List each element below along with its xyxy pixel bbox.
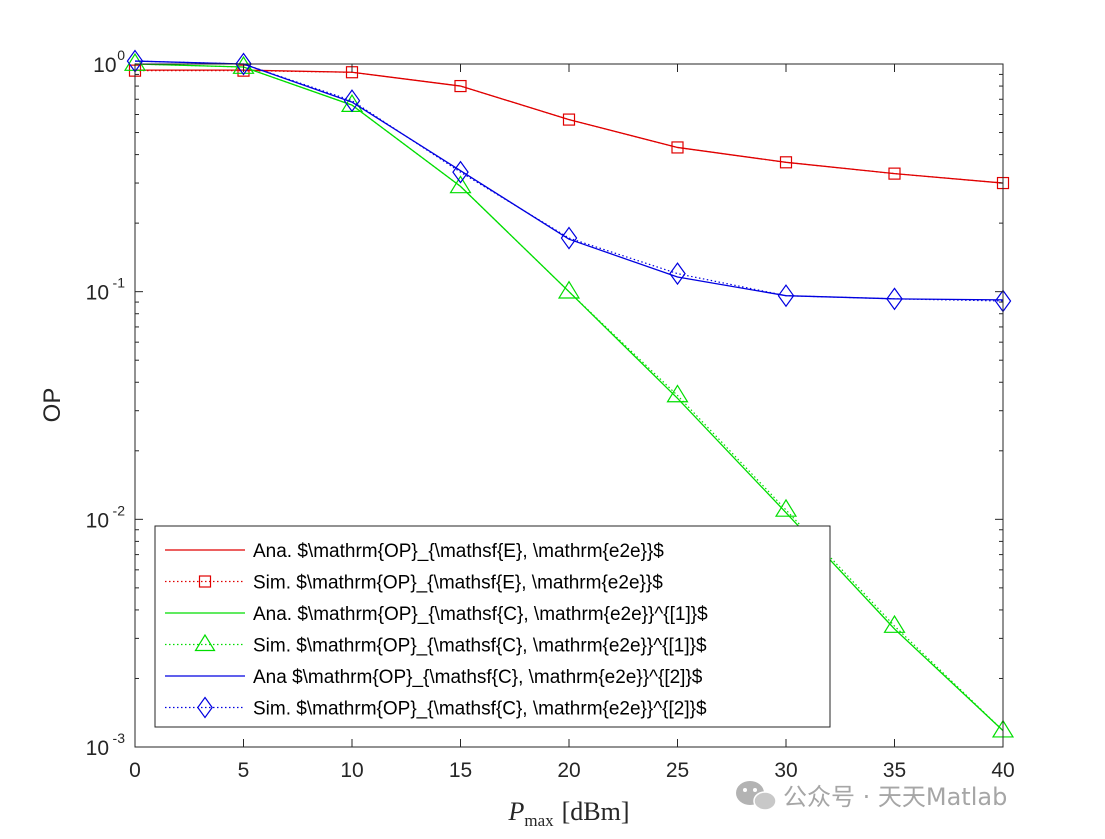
x-tick-label: 15 xyxy=(449,759,472,782)
legend-label: Ana. $\mathrm{OP}_{\mathsf{C}, \mathrm{e… xyxy=(253,604,708,625)
x-tick-label: 30 xyxy=(774,759,797,782)
x-axis-title-unit: [dBm] xyxy=(562,797,630,826)
legend-entry: Sim. $\mathrm{OP}_{\mathsf{E}, \mathrm{e… xyxy=(165,573,663,594)
legend-items: Ana. $\mathrm{OP}_{\mathsf{E}, \mathrm{e… xyxy=(165,541,708,720)
data-point-marker xyxy=(671,141,684,154)
y-tick-exponent: 0 xyxy=(117,47,125,63)
legend-box xyxy=(154,525,831,728)
y-tick-exponent: -1 xyxy=(113,275,126,291)
x-tick-label: 40 xyxy=(991,759,1014,782)
series-line xyxy=(134,60,1004,302)
series-line xyxy=(134,63,1004,732)
plot-frame xyxy=(134,63,1004,748)
data-point-marker xyxy=(777,284,795,308)
data-point-marker xyxy=(666,384,689,403)
data-point-marker xyxy=(562,113,576,126)
data-point-marker xyxy=(886,287,903,311)
data-point-marker xyxy=(779,156,793,169)
x-axis-title-symbol: P xyxy=(507,797,524,826)
y-tick-label-base: 10 xyxy=(86,282,109,305)
x-tick-label: 25 xyxy=(666,759,689,782)
series-3 xyxy=(134,63,1004,732)
data-point-marker xyxy=(343,89,361,113)
legend-label: Ana $\mathrm{OP}_{\mathsf{C}, \mathrm{e2… xyxy=(253,667,703,688)
legend-entry: Sim. $\mathrm{OP}_{\mathsf{C}, \mathrm{e… xyxy=(165,696,707,720)
x-tick-label: 0 xyxy=(129,759,141,782)
y-tick-label-base: 10 xyxy=(86,737,109,760)
legend-marker-sample xyxy=(198,575,212,588)
wechat-icon xyxy=(736,781,777,811)
x-axis-title-subscript: max xyxy=(524,811,554,830)
data-point-marker xyxy=(452,160,469,184)
series-2 xyxy=(128,64,1010,190)
legend-entry: Sim. $\mathrm{OP}_{\mathsf{C}, \mathrm{e… xyxy=(165,633,707,657)
x-tick-label: 20 xyxy=(557,759,580,782)
legend-label: Ana. $\mathrm{OP}_{\mathsf{E}, \mathrm{e… xyxy=(253,541,664,562)
data-point-marker xyxy=(557,280,581,299)
data-point-marker xyxy=(560,226,578,250)
data-point-marker xyxy=(774,498,798,517)
series-layer xyxy=(123,49,1015,738)
x-tick-label: 10 xyxy=(340,759,363,782)
y-tick-label-base: 10 xyxy=(93,54,116,77)
data-point-marker xyxy=(883,614,906,633)
y-tick-label: 10 xyxy=(86,737,109,760)
y-tick-label: 10 xyxy=(86,282,109,305)
legend-entry: Ana $\mathrm{OP}_{\mathsf{C}, \mathrm{e2… xyxy=(165,667,703,688)
x-tick-label: 35 xyxy=(883,759,906,782)
series-line xyxy=(134,63,1004,732)
data-point-marker xyxy=(888,167,901,180)
y-tick-label: 10 xyxy=(93,54,116,77)
series-6 xyxy=(126,49,1012,313)
legend-label: Sim. $\mathrm{OP}_{\mathsf{C}, \mathrm{e… xyxy=(253,636,707,657)
y-tick-exponent: -3 xyxy=(113,730,126,746)
watermark: 公众号 · 天天Matlab xyxy=(736,781,1007,811)
data-point-marker xyxy=(235,52,252,76)
data-point-marker xyxy=(449,175,472,194)
legend-label: Sim. $\mathrm{OP}_{\mathsf{E}, \mathrm{e… xyxy=(253,573,663,594)
legend: Ana. $\mathrm{OP}_{\mathsf{E}, \mathrm{e… xyxy=(154,525,831,728)
watermark-text: 公众号 · 天天Matlab xyxy=(783,783,1007,811)
data-point-marker xyxy=(669,262,686,286)
y-tick-label-base: 10 xyxy=(86,509,109,532)
data-point-marker xyxy=(454,79,467,93)
series-line xyxy=(135,70,1004,184)
legend-marker-sample xyxy=(194,633,216,652)
x-tick-label: 5 xyxy=(238,759,250,782)
y-axis-title: OP xyxy=(39,388,66,423)
legend-entry: Ana. $\mathrm{OP}_{\mathsf{E}, \mathrm{e… xyxy=(165,541,664,562)
x-axis-title: Pmax [dBm] xyxy=(507,797,629,830)
legend-entry: Ana. $\mathrm{OP}_{\mathsf{C}, \mathrm{e… xyxy=(165,604,708,625)
y-tick-exponent: -2 xyxy=(113,502,126,518)
y-tick-label: 10 xyxy=(86,509,109,532)
legend-marker-sample xyxy=(197,696,213,719)
legend-label: Sim. $\mathrm{OP}_{\mathsf{C}, \mathrm{e… xyxy=(253,699,707,720)
